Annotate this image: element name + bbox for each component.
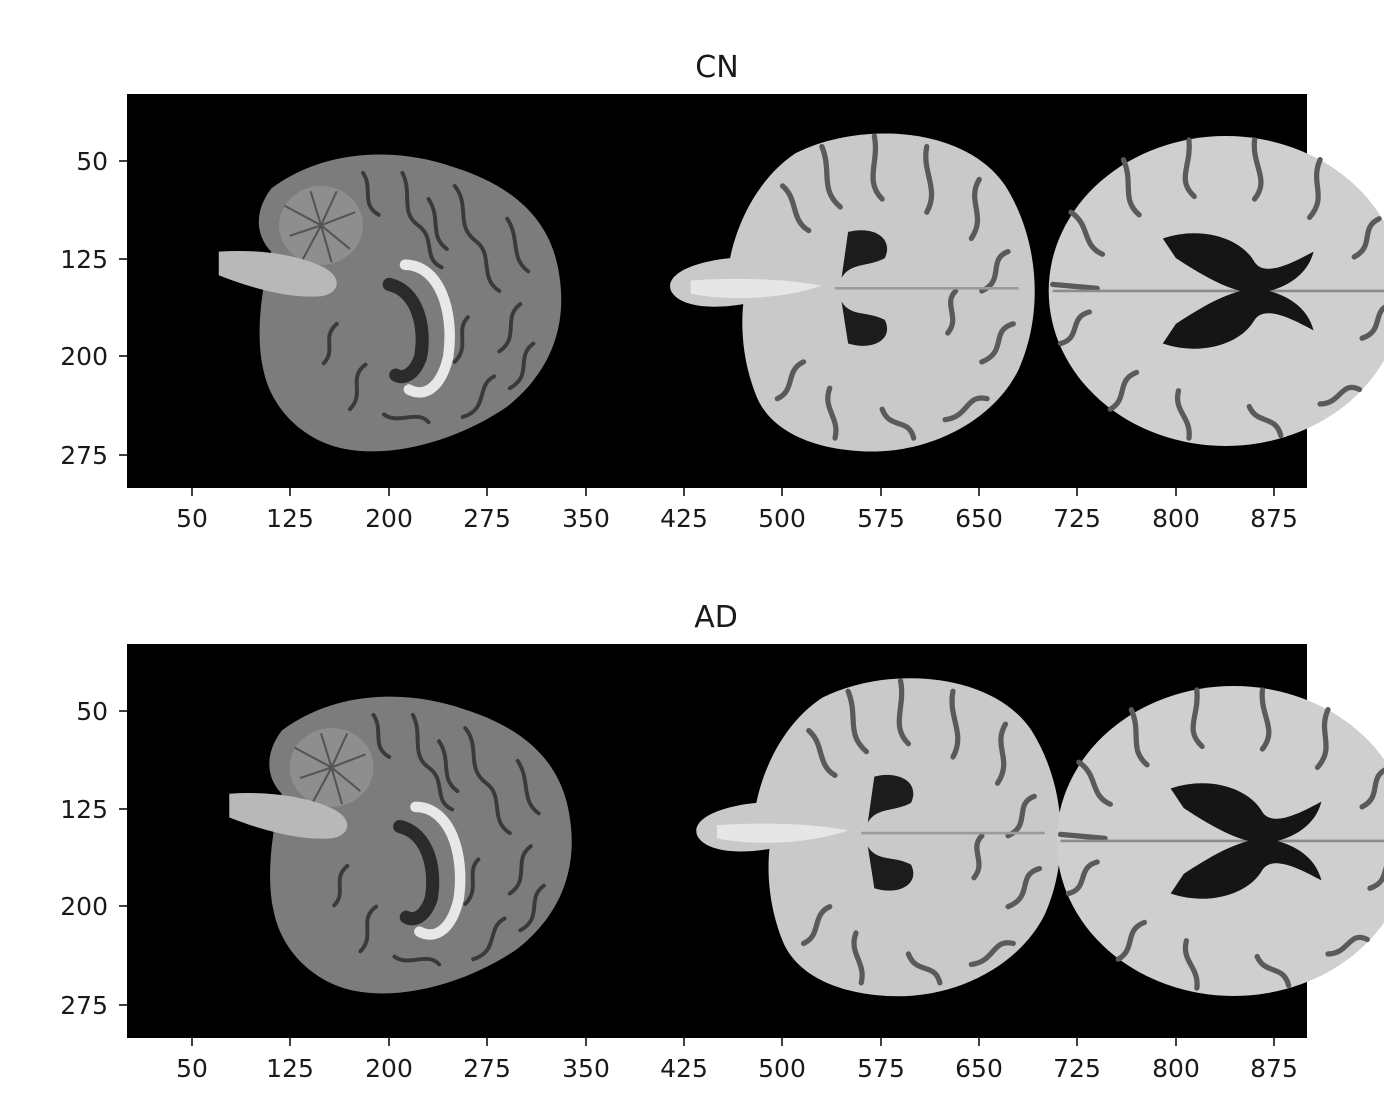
y-tick-label: 200 (60, 892, 108, 921)
panel-title-cn: CN (695, 50, 738, 85)
x-tick-label: 50 (176, 1054, 208, 1083)
panel-ad: AD 50 125 200 275 (60, 600, 1384, 1083)
mri-slices-ad (229, 678, 1384, 996)
y-tick-label: 50 (76, 147, 108, 176)
x-tick-label: 800 (1152, 504, 1200, 533)
x-tick-label: 275 (463, 1054, 511, 1083)
x-tick-label: 350 (562, 504, 610, 533)
x-tick-label: 575 (857, 504, 905, 533)
panel-title-ad: AD (694, 600, 738, 635)
y-tick-label: 125 (60, 795, 108, 824)
mri-slices-cn (219, 133, 1384, 451)
x-tick-label: 125 (266, 1054, 314, 1083)
x-tick-label: 500 (758, 1054, 806, 1083)
y-tick-label: 275 (60, 441, 108, 470)
x-axis-ad: 50 125 200 275 350 425 500 575 650 725 8… (176, 1038, 1298, 1083)
x-tick-label: 350 (562, 1054, 610, 1083)
x-tick-label: 725 (1053, 504, 1101, 533)
x-tick-label: 425 (660, 504, 708, 533)
y-axis-ad: 50 125 200 275 (60, 697, 127, 1020)
x-tick-label: 500 (758, 504, 806, 533)
x-tick-label: 50 (176, 504, 208, 533)
y-tick-label: 50 (76, 697, 108, 726)
y-axis-cn: 50 125 200 275 (60, 147, 127, 470)
y-tick-label: 275 (60, 991, 108, 1020)
x-tick-label: 800 (1152, 1054, 1200, 1083)
x-tick-label: 200 (365, 1054, 413, 1083)
x-tick-label: 200 (365, 504, 413, 533)
x-tick-label: 875 (1250, 1054, 1298, 1083)
x-tick-label: 650 (955, 1054, 1003, 1083)
panel-cn: CN 50 125 200 275 (60, 50, 1384, 533)
y-tick-label: 200 (60, 342, 108, 371)
x-tick-label: 650 (955, 504, 1003, 533)
x-tick-label: 575 (857, 1054, 905, 1083)
x-tick-label: 275 (463, 504, 511, 533)
y-tick-label: 125 (60, 245, 108, 274)
x-axis-cn: 50 125 200 275 350 425 500 575 650 725 8… (176, 488, 1298, 533)
x-tick-label: 125 (266, 504, 314, 533)
x-tick-label: 875 (1250, 504, 1298, 533)
x-tick-label: 425 (660, 1054, 708, 1083)
x-tick-label: 725 (1053, 1054, 1101, 1083)
